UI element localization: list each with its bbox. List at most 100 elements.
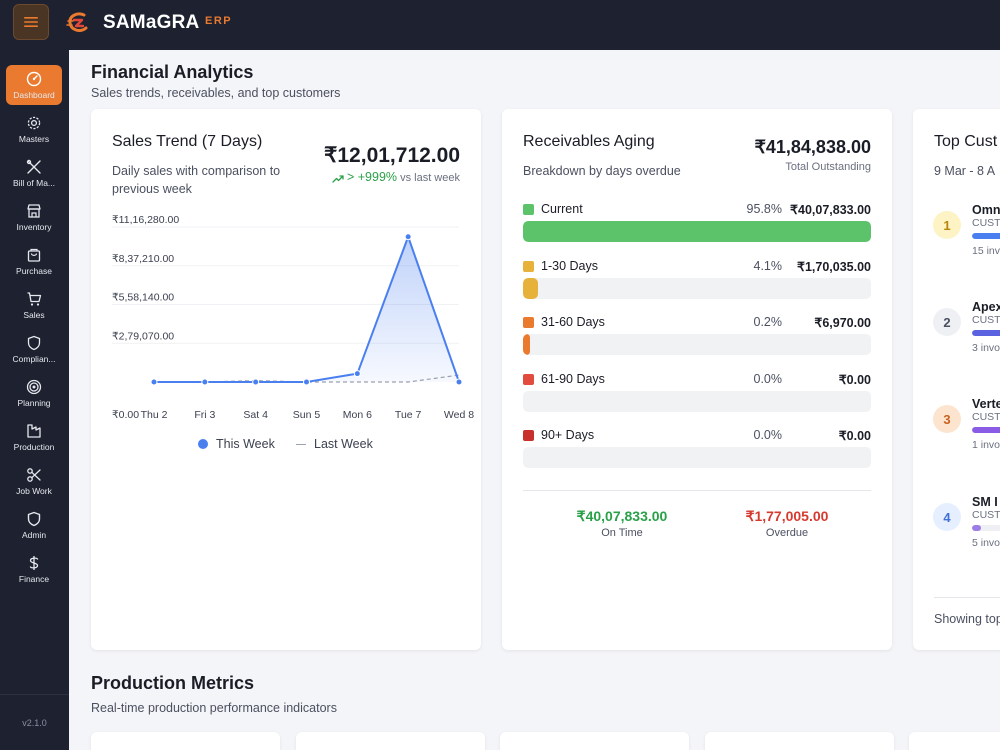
y-tick-label: ₹2,79,070.00 <box>112 330 174 342</box>
aging-percent: 0.2% <box>753 315 783 329</box>
sidebar-item-purchase[interactable]: Purchase <box>6 241 62 281</box>
aging-bar-fill <box>523 334 530 355</box>
scissors-icon <box>27 468 41 482</box>
aging-label: 61-90 Days <box>541 372 605 386</box>
aging-row-1-30: 1-30 Days 4.1% ₹1,70,035.00 <box>523 259 871 307</box>
customer-row[interactable]: 1 Omn CUST 15 inv <box>933 203 1000 281</box>
sidebar-item-label: Finance <box>18 574 50 584</box>
this-week-point <box>150 378 158 386</box>
receivables-aging-card: Receivables Aging Breakdown by days over… <box>502 109 892 650</box>
production-metric-card <box>500 732 689 750</box>
sidebar-item-dashboard[interactable]: Dashboard <box>6 65 62 105</box>
production-metric-card <box>705 732 894 750</box>
sidebar-item-job-work[interactable]: Job Work <box>6 461 62 501</box>
y-tick-label: ₹0.00 <box>112 409 139 421</box>
aging-row-61-90: 61-90 Days 0.0% ₹0.00 <box>523 372 871 420</box>
customer-row[interactable]: 2 Apex CUST 3 invo <box>933 300 1000 378</box>
this-week-point <box>455 378 463 386</box>
x-tick-label: Thu 2 <box>141 409 168 421</box>
customer-bar-track <box>972 427 1000 433</box>
sidebar-item-production[interactable]: Production <box>6 417 62 457</box>
customer-bar-track <box>972 525 1000 531</box>
sidebar-item-masters[interactable]: Masters <box>6 109 62 149</box>
rank-badge: 2 <box>933 308 961 336</box>
receivables-subtitle: Breakdown by days overdue <box>523 164 681 178</box>
sidebar-item-inventory[interactable]: Inventory <box>6 197 62 237</box>
aging-bar-track <box>523 221 871 242</box>
customer-code: CUST <box>972 217 1000 229</box>
on-time-amount: ₹40,07,833.00 <box>576 508 668 524</box>
sales-trend-subtitle-2: previous week <box>112 182 192 196</box>
customer-row[interactable]: 3 Verte CUST 1 invo <box>933 397 1000 475</box>
brand-logo-icon <box>66 12 88 32</box>
aging-bar-track <box>523 391 871 412</box>
aging-label: Current <box>541 202 583 216</box>
aging-row-31-60: 31-60 Days 0.2% ₹6,970.00 <box>523 315 871 363</box>
hamburger-icon <box>24 17 38 27</box>
aging-row-current: Current 95.8% ₹40,07,833.00 <box>523 202 871 250</box>
y-tick-label: ₹5,58,140.00 <box>112 292 174 304</box>
production-metric-card <box>91 732 280 750</box>
receivables-total: ₹41,84,838.00 <box>754 137 871 157</box>
menu-toggle-button[interactable] <box>13 4 49 40</box>
on-time-label: On Time <box>601 527 643 539</box>
sidebar-item-label: Purchase <box>16 266 52 276</box>
sales-trend-change: > +999% vs last week <box>332 170 460 184</box>
top-customers-card: Top Cust 9 Mar - 8 A 1 Omn CUST 15 inv 2… <box>913 109 1000 650</box>
this-week-point <box>353 370 361 378</box>
sidebar-item-label: Complian... <box>12 354 56 364</box>
sales-trend-change-value: > +999% <box>346 170 398 184</box>
rank-badge: 1 <box>933 211 961 239</box>
aging-percent: 0.0% <box>753 372 783 386</box>
legend-dash-icon <box>296 443 306 445</box>
production-section-subtitle: Real-time production performance indicat… <box>91 701 337 715</box>
sidebar-item-label: Inventory <box>16 222 52 232</box>
aging-label: 90+ Days <box>541 428 595 442</box>
customer-invoices: 5 invo <box>972 537 1000 549</box>
store-icon <box>27 204 41 218</box>
aging-amount: ₹6,970.00 <box>814 316 871 330</box>
customer-name: Apex <box>972 300 1000 314</box>
aging-percent: 95.8% <box>746 202 782 216</box>
x-tick-label: Sat 4 <box>243 409 268 421</box>
aging-bar-track <box>523 447 871 468</box>
customer-row[interactable]: 4 SM I CUST 5 invo <box>933 495 1000 573</box>
receivables-divider <box>523 490 871 491</box>
target-icon <box>26 379 42 395</box>
sidebar-item-planning[interactable]: Planning <box>6 373 62 413</box>
overdue-label: Overdue <box>765 527 809 539</box>
financial-section-subtitle: Sales trends, receivables, and top custo… <box>91 86 341 100</box>
sidebar-item-admin[interactable]: Admin <box>6 505 62 545</box>
sidebar-item-sales[interactable]: Sales <box>6 285 62 325</box>
aging-percent: 0.0% <box>753 428 783 442</box>
customer-code: CUST <box>972 411 1000 423</box>
aging-amount: ₹40,07,833.00 <box>790 203 871 217</box>
customer-name: SM I <box>972 495 998 509</box>
app-version: v2.1.0 <box>22 718 47 728</box>
sidebar-item-bill-of-materials[interactable]: Bill of Ma... <box>6 153 62 193</box>
sidebar-item-label: Dashboard <box>13 90 55 100</box>
rank-badge: 4 <box>933 503 961 531</box>
chart-legend-last-week: Last Week <box>296 437 373 451</box>
customer-bar-fill <box>972 233 1000 239</box>
customer-invoices: 15 inv <box>972 245 1000 257</box>
shield-icon <box>27 335 41 351</box>
top-customers-title: Top Cust <box>934 133 998 150</box>
sidebar-item-label: Masters <box>18 134 50 144</box>
customer-invoices: 1 invo <box>972 439 1000 451</box>
aging-amount: ₹0.00 <box>838 373 871 387</box>
legend-dot-icon <box>198 439 208 449</box>
aging-percent: 4.1% <box>753 259 783 273</box>
gear-icon <box>27 116 41 130</box>
dollar-icon <box>29 556 39 570</box>
aging-label: 31-60 Days <box>541 315 605 329</box>
aging-amount: ₹1,70,035.00 <box>797 260 871 274</box>
sidebar-item-compliance[interactable]: Complian... <box>6 329 62 369</box>
sales-trend-subtitle-1: Daily sales with comparison to <box>112 164 281 178</box>
sidebar-item-finance[interactable]: Finance <box>6 549 62 589</box>
sidebar-item-label: Production <box>13 442 55 452</box>
brand-tag: ERP <box>205 15 233 27</box>
customer-code: CUST <box>972 509 1000 521</box>
x-tick-label: Sun 5 <box>293 409 321 421</box>
sidebar-item-label: Job Work <box>16 486 52 496</box>
